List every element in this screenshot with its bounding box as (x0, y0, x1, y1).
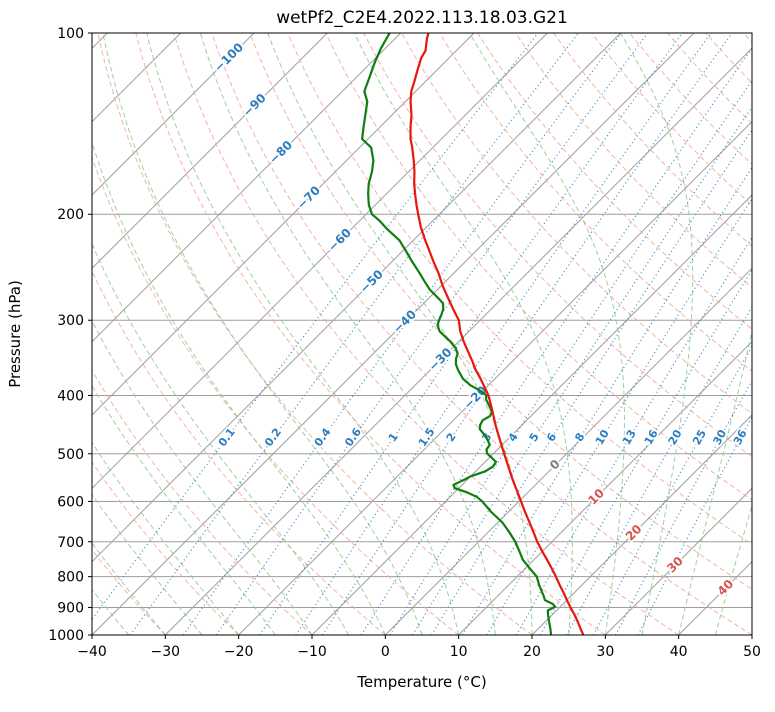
y-tick-label: 100 (57, 26, 84, 42)
x-tick-label: −10 (297, 644, 327, 660)
x-tick-label: 20 (523, 644, 541, 660)
x-tick-label: 50 (743, 644, 761, 660)
y-tick-label: 200 (57, 207, 84, 223)
x-tick-label: 0 (381, 644, 390, 660)
y-tick-label: 500 (57, 447, 84, 463)
x-tick-label: 40 (670, 644, 688, 660)
x-tick-label: 10 (450, 644, 468, 660)
chart-title: wetPf2_C2E4.2022.113.18.03.G21 (276, 8, 568, 28)
x-axis-label: Temperature (°C) (356, 673, 486, 691)
y-tick-label: 300 (57, 313, 84, 329)
x-tick-label: −30 (151, 644, 181, 660)
y-tick-label: 1000 (48, 628, 84, 644)
y-axis-label: Pressure (hPa) (6, 280, 24, 388)
x-tick-label: −20 (224, 644, 254, 660)
y-tick-label: 600 (57, 494, 84, 510)
y-tick-label: 800 (57, 570, 84, 586)
x-tick-label: −40 (77, 644, 107, 660)
y-tick-label: 400 (57, 388, 84, 404)
y-tick-label: 900 (57, 600, 84, 616)
x-tick-label: 30 (596, 644, 614, 660)
y-tick-label: 700 (57, 535, 84, 551)
